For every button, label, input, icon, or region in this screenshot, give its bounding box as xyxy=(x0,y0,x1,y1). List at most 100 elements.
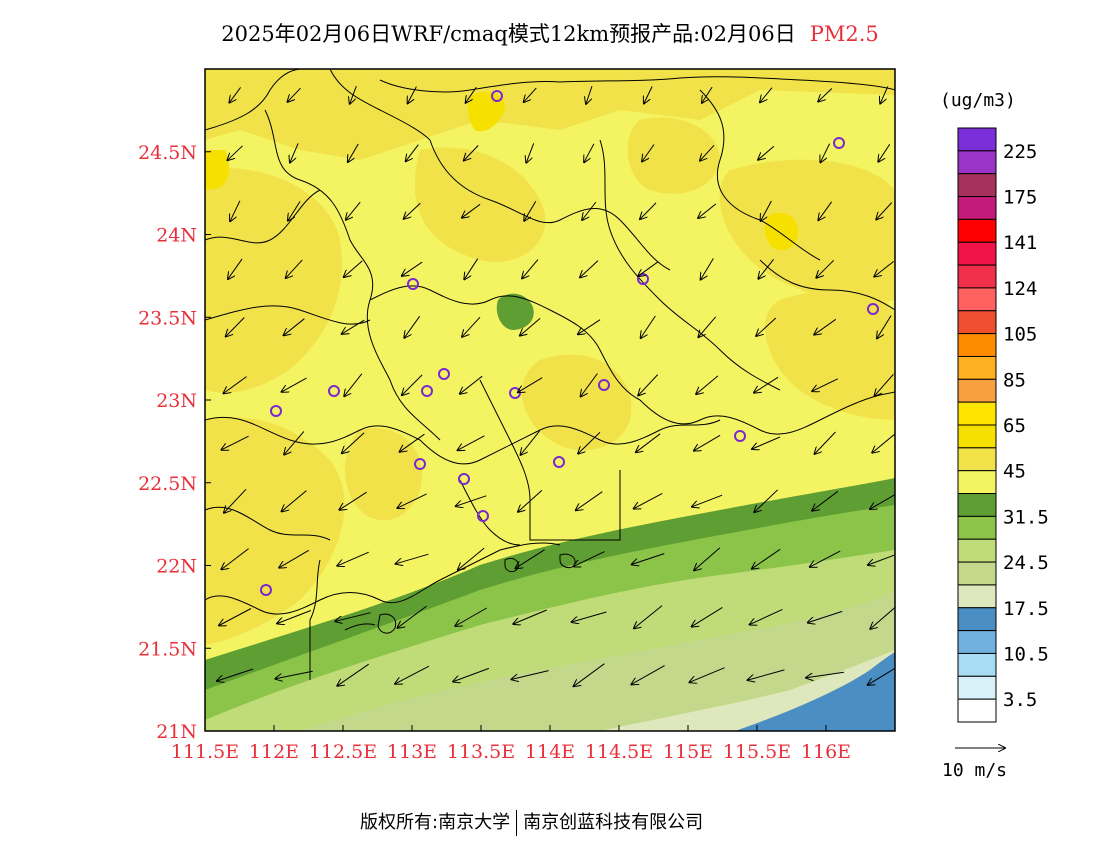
legend-swatch xyxy=(957,150,997,175)
station-marker xyxy=(734,430,746,442)
wind-arrow xyxy=(580,260,599,278)
lat-tick-label: 24.5N xyxy=(138,142,197,164)
wind-arrow xyxy=(631,665,665,685)
latitude-axis: 21N 21.5N 22N 22.5N 23N 23.5N 24N 24.5N xyxy=(138,142,211,743)
title-main: 2025年02月06日WRF/cmaq模式12km预报产品:02月06日 xyxy=(221,22,796,46)
station-marker xyxy=(421,385,433,397)
wind-vectors xyxy=(217,85,895,686)
wind-arrow xyxy=(229,87,242,102)
wind-arrow xyxy=(582,201,597,220)
wind-arrow xyxy=(404,315,421,338)
wind-arrow xyxy=(398,605,427,628)
wind-arrow xyxy=(288,87,301,102)
field-patch-east xyxy=(765,289,895,420)
wind-arrow xyxy=(456,495,487,506)
field-spot-northeast xyxy=(764,212,799,251)
wind-arrow xyxy=(339,491,367,510)
wind-arrow xyxy=(696,375,719,394)
wind-arrow xyxy=(761,200,772,221)
wind-arrow xyxy=(750,608,783,624)
lon-tick-label: 111.5E xyxy=(171,741,239,763)
wind-arrow xyxy=(701,258,714,279)
wind-arrow xyxy=(397,493,427,508)
lon-tick-label: 116E xyxy=(801,741,851,763)
wind-arrow xyxy=(694,434,721,450)
wind-arrow xyxy=(464,145,479,161)
wind-arrow xyxy=(818,88,833,102)
map-title: 2025年02月06日WRF/cmaq模式12km预报产品:02月06日 PM2.… xyxy=(0,18,1100,48)
wind-arrow xyxy=(638,261,659,276)
lon-tick-label: 114E xyxy=(525,741,575,763)
field-spot-west xyxy=(205,150,230,190)
station-marker xyxy=(553,456,565,468)
legend-label: 17.5 xyxy=(1003,598,1049,620)
wind-arrow xyxy=(586,85,593,104)
admin-boundaries xyxy=(205,69,895,680)
wind-arrow xyxy=(752,548,781,568)
wind-arrow xyxy=(756,317,777,336)
legend-swatch xyxy=(957,401,997,426)
wind-arrow xyxy=(820,143,831,163)
legend-label: 85 xyxy=(1003,369,1026,391)
wind-arrow xyxy=(279,549,310,567)
station-marker xyxy=(328,385,340,397)
wind-arrow xyxy=(277,610,312,624)
legend-swatch xyxy=(957,493,997,517)
lat-tick-label: 23.5N xyxy=(138,307,197,329)
wind-arrow xyxy=(870,606,895,629)
wind-arrow xyxy=(516,549,545,568)
wind-arrow xyxy=(524,200,537,221)
concentration-field xyxy=(205,69,895,731)
wind-arrow xyxy=(634,492,663,508)
wind-arrow xyxy=(458,435,485,450)
station-marker xyxy=(407,278,419,290)
wind-arrow xyxy=(348,143,359,162)
wind-arrow xyxy=(872,433,895,452)
legend-swatch xyxy=(957,538,997,563)
wind-arrow xyxy=(518,489,543,512)
field-patch-northeast xyxy=(719,159,895,303)
wind-arrow xyxy=(396,553,429,564)
wind-arrow xyxy=(520,318,541,335)
lon-tick-label: 112.5E xyxy=(309,741,377,763)
legend-label: 141 xyxy=(1003,232,1037,254)
legend-swatch xyxy=(957,173,997,198)
field-patch-north xyxy=(205,69,895,160)
title-variable: PM2.5 xyxy=(809,22,879,46)
lon-tick-label: 112E xyxy=(249,741,299,763)
field-patch-north-east xyxy=(627,117,720,194)
wind-arrow xyxy=(692,494,723,507)
wind-arrow xyxy=(290,143,299,162)
station-marker xyxy=(867,303,879,315)
wind-arrow xyxy=(581,373,598,397)
wind-arrow xyxy=(874,261,895,276)
wind-arrow xyxy=(692,606,723,626)
lat-tick-label: 22N xyxy=(156,556,197,578)
wind-arrow xyxy=(806,671,844,678)
wind-arrow xyxy=(458,547,485,570)
wind-arrow xyxy=(350,86,357,104)
legend-swatch xyxy=(957,378,997,403)
wind-arrow xyxy=(282,490,307,512)
wind-arrow xyxy=(634,605,663,629)
station-marker xyxy=(833,137,845,149)
legend-swatch xyxy=(957,630,997,654)
legend-swatch xyxy=(957,355,997,380)
wind-arrow xyxy=(810,550,841,567)
wind-arrow xyxy=(876,202,893,220)
legend-label: 24.5 xyxy=(1003,552,1049,574)
wind-arrow xyxy=(576,491,603,511)
wind-arrow xyxy=(636,433,661,452)
legend-swatch xyxy=(957,264,997,289)
wind-arrow xyxy=(642,144,655,162)
wind-arrow xyxy=(224,376,247,394)
wind-arrow xyxy=(275,670,313,679)
wind-arrow xyxy=(337,663,369,686)
wind-arrow xyxy=(816,259,835,277)
wind-arrow xyxy=(578,319,601,335)
legend-label: 105 xyxy=(1003,324,1037,346)
wind-arrow xyxy=(284,431,305,454)
color-legend: 225 175 141 124 105 85 65 45 31.5 24.5 17.5 10.5 3.5 xyxy=(957,127,1049,723)
wind-arrow xyxy=(402,374,423,395)
